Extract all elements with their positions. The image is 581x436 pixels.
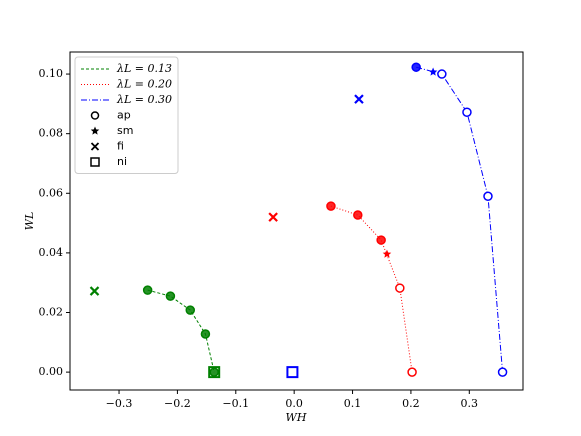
- legend-label: λL = 0.20: [116, 78, 172, 91]
- y-tick-label: 0.00: [39, 365, 64, 378]
- fi-point: [89, 286, 100, 296]
- ap-point: [185, 305, 196, 315]
- ap-point: [395, 283, 405, 293]
- y-tick-label: 0.04: [39, 246, 64, 259]
- ap-point: [407, 367, 417, 377]
- ap-point: [411, 62, 421, 72]
- sm-point: [428, 67, 438, 76]
- y-tick-label: 0.02: [39, 306, 64, 319]
- ap-point: [209, 367, 219, 377]
- ap-point: [437, 69, 447, 79]
- legend-marker: [90, 157, 100, 167]
- y-tick-label: 0.06: [39, 186, 64, 199]
- ni-point: [286, 366, 299, 379]
- ap-point: [165, 291, 176, 301]
- y-axis-label: WL: [23, 212, 36, 231]
- x-tick-label: 0.3: [461, 397, 479, 410]
- x-tick-label: −0.3: [106, 397, 133, 410]
- legend-marker: [90, 142, 100, 151]
- sm-point: [382, 249, 392, 258]
- ap-point: [462, 107, 472, 117]
- plot-frame: [69, 51, 524, 391]
- ap-point: [353, 210, 363, 220]
- ap-point: [483, 191, 493, 202]
- x-tick-label: 0.0: [285, 397, 303, 410]
- legend-marker: [90, 111, 100, 120]
- x-tick-label: −0.2: [164, 397, 191, 410]
- x-tick-label: 0.2: [402, 397, 420, 410]
- x-axis-label: WH: [286, 411, 307, 424]
- y-tick-label: 0.10: [39, 67, 64, 80]
- fi-point: [268, 212, 278, 222]
- ap-point: [326, 201, 336, 211]
- legend-marker: [90, 126, 100, 135]
- ap-point: [497, 367, 508, 377]
- x-tick-label: −0.1: [222, 397, 249, 410]
- legend-label: ap: [117, 109, 131, 122]
- series-line: [416, 66, 504, 373]
- legend-label: ni: [117, 155, 127, 168]
- ap-point: [200, 329, 211, 339]
- legend-box: [74, 56, 179, 174]
- legend-label: λL = 0.13: [116, 62, 172, 75]
- legend-label: fi: [117, 140, 124, 153]
- legend-label: sm: [117, 124, 133, 137]
- ap-point: [376, 235, 386, 245]
- y-tick-label: 0.08: [39, 127, 64, 140]
- x-tick-label: 0.1: [344, 397, 362, 410]
- series-line: [330, 205, 413, 373]
- ni-point: [208, 366, 221, 379]
- ap-point: [142, 285, 153, 295]
- legend-label: λL = 0.30: [116, 93, 172, 106]
- fi-point: [354, 94, 364, 104]
